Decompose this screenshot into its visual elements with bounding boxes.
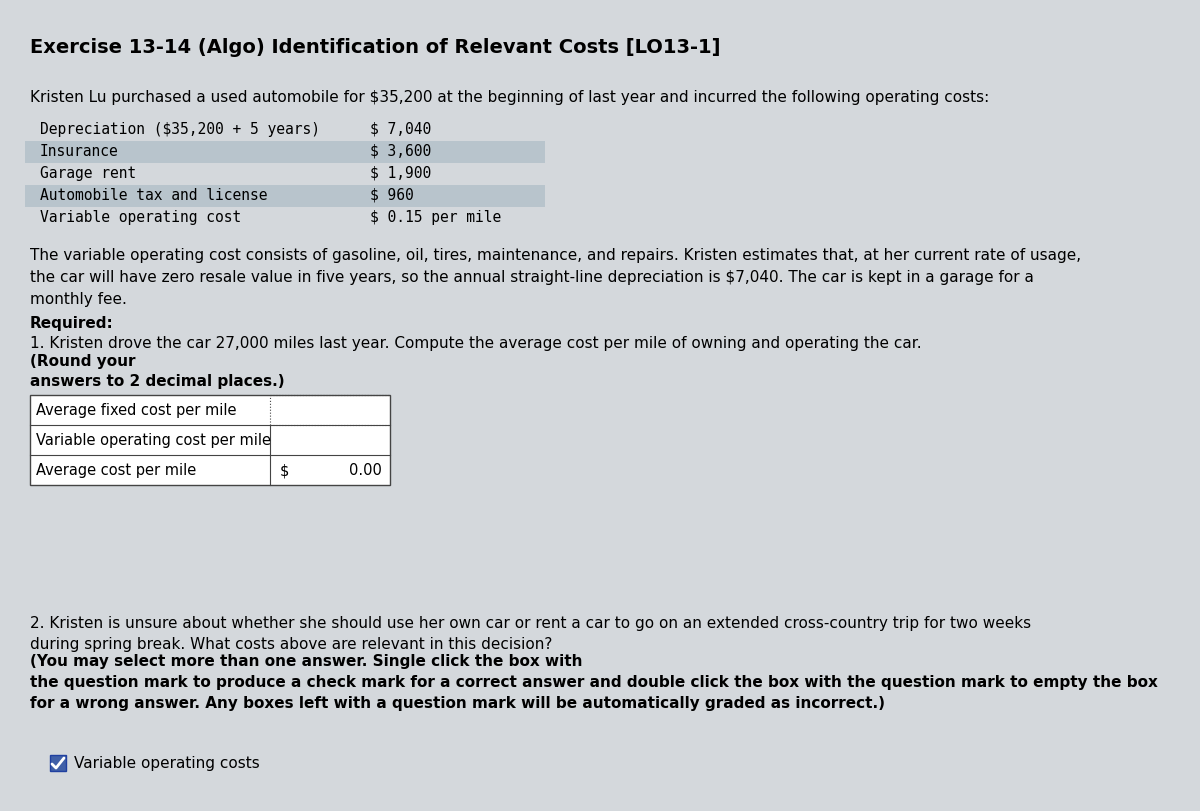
Text: 2. Kristen is unsure about whether she should use her own car or rent a car to g: 2. Kristen is unsure about whether she s… — [30, 616, 1031, 651]
Text: Required:: Required: — [30, 315, 114, 331]
Text: 0.00: 0.00 — [349, 463, 382, 478]
Text: $ 0.15 per mile: $ 0.15 per mile — [370, 210, 502, 225]
Text: 1. Kristen drove the car 27,000 miles last year. Compute the average cost per mi: 1. Kristen drove the car 27,000 miles la… — [30, 336, 926, 350]
Text: $ 7,040: $ 7,040 — [370, 122, 431, 137]
Text: Average fixed cost per mile: Average fixed cost per mile — [36, 403, 236, 418]
Bar — [50, 755, 66, 771]
Text: Variable operating costs: Variable operating costs — [74, 756, 259, 770]
Text: Automobile tax and license: Automobile tax and license — [40, 188, 268, 203]
Text: Depreciation ($35,200 + 5 years): Depreciation ($35,200 + 5 years) — [40, 122, 320, 137]
Text: $ 1,900: $ 1,900 — [370, 165, 431, 181]
Text: $ 3,600: $ 3,600 — [370, 144, 431, 159]
Text: Insurance: Insurance — [40, 144, 119, 159]
Text: (Round your
answers to 2 decimal places.): (Round your answers to 2 decimal places.… — [30, 354, 284, 388]
Text: Average cost per mile: Average cost per mile — [36, 463, 197, 478]
Text: $: $ — [280, 463, 289, 478]
Text: Exercise 13-14 (Algo) Identification of Relevant Costs [LO13-1]: Exercise 13-14 (Algo) Identification of … — [30, 38, 720, 57]
Text: The variable operating cost consists of gasoline, oil, tires, maintenance, and r: The variable operating cost consists of … — [30, 247, 1081, 307]
Text: Variable operating cost: Variable operating cost — [40, 210, 241, 225]
Bar — [30, 396, 390, 486]
Bar — [25, 142, 545, 164]
Text: (You may select more than one answer. Single click the box with
the question mar: (You may select more than one answer. Si… — [30, 653, 1158, 710]
Text: Kristen Lu purchased a used automobile for $35,200 at the beginning of last year: Kristen Lu purchased a used automobile f… — [30, 90, 989, 105]
Text: $ 960: $ 960 — [370, 188, 414, 203]
Text: Garage rent: Garage rent — [40, 165, 137, 181]
Bar — [25, 186, 545, 208]
Text: Variable operating cost per mile: Variable operating cost per mile — [36, 433, 271, 448]
